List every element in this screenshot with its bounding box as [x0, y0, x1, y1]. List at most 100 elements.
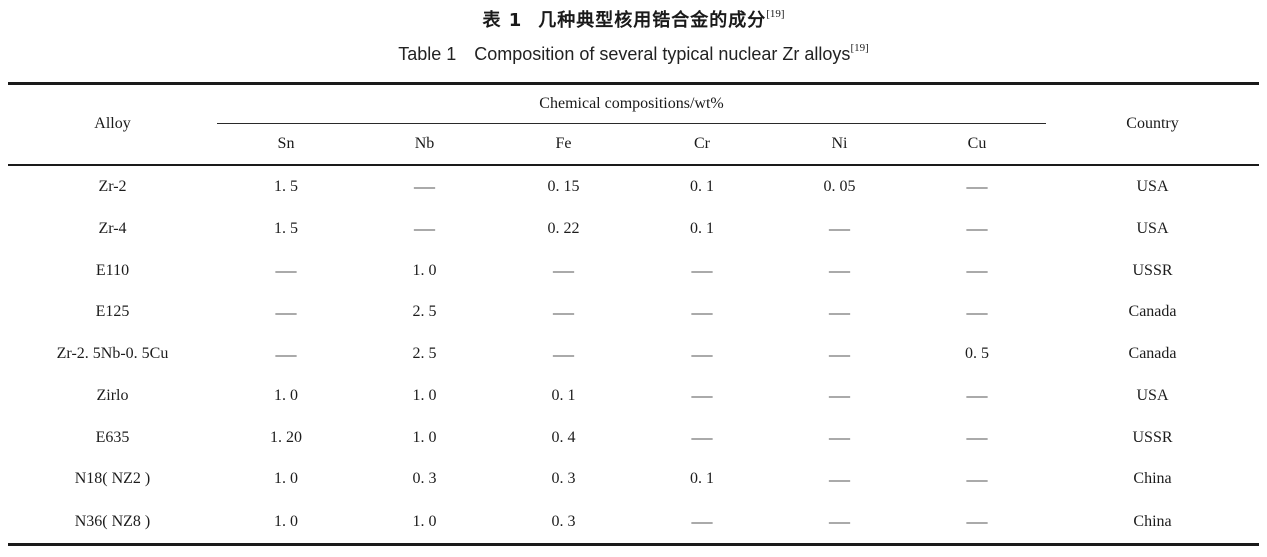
nb-cell: 2. 5	[412, 345, 437, 363]
table-header: Alloy Chemical compositions/wt% Country …	[8, 83, 1260, 166]
cu-cell: —	[966, 174, 988, 199]
column-header-sn: Sn	[217, 123, 355, 166]
alloy-cell: Zr-2	[98, 177, 127, 195]
column-header-fe: Fe	[494, 123, 633, 166]
alloy-cell: Zr-4	[98, 219, 127, 237]
country-cell: USA	[1136, 177, 1169, 195]
country-cell: USA	[1136, 386, 1169, 404]
cr-cell: 0. 1	[690, 177, 714, 195]
alloy-cell: Zr-2. 5Nb-0. 5Cu	[56, 345, 169, 363]
sn-cell: 1. 5	[274, 177, 298, 195]
fe-cell: —	[553, 299, 574, 324]
fe-cell: 0. 22	[547, 219, 580, 237]
fe-cell: 0. 4	[551, 428, 576, 446]
cr-cell: 0. 1	[690, 219, 714, 237]
cu-cell: —	[966, 299, 988, 324]
table-caption-chinese: 表 1 几种典型核用锆合金的成分[19]	[0, 6, 1267, 32]
sn-cell: 1. 0	[274, 512, 298, 530]
ni-cell: —	[829, 341, 850, 366]
nb-cell: 1. 0	[412, 512, 437, 530]
ni-cell: —	[829, 425, 850, 450]
nb-cell: 1. 0	[412, 261, 437, 279]
sn-cell: —	[275, 341, 297, 366]
table-row-n36: N36( NZ8 ) 1. 0 1. 0 0. 3 — — — China	[8, 500, 1259, 544]
column-header-compositions: Chemical compositions/wt%	[217, 83, 1047, 124]
ni-cell: —	[829, 258, 850, 283]
country-cell: Canada	[1128, 303, 1177, 321]
sn-cell: 1. 20	[270, 428, 302, 446]
sn-cell: 1. 5	[274, 219, 298, 237]
column-header-cr: Cr	[633, 123, 771, 166]
country-cell: USA	[1136, 219, 1169, 237]
cr-cell: —	[691, 341, 713, 366]
sn-cell: 1. 0	[274, 470, 298, 488]
table-row-zirlo: Zirlo 1. 0 1. 0 0. 1 — — — USA	[8, 375, 1259, 417]
nb-cell: —	[414, 216, 435, 241]
alloy-cell: N36( NZ8 )	[74, 512, 151, 530]
country-cell: China	[1133, 512, 1172, 530]
table-row-e635: E635 1. 20 1. 0 0. 4 — — — USSR	[8, 417, 1259, 459]
cu-cell: —	[966, 466, 988, 491]
column-header-cu: Cu	[908, 123, 1047, 166]
table-row-zr4: Zr-4 1. 5 — 0. 22 0. 1 — — USA	[8, 208, 1259, 250]
table-title-en: Composition of several typical nuclear Z…	[474, 44, 851, 64]
column-header-ni: Ni	[771, 123, 908, 166]
alloy-cell: N18( NZ2 )	[74, 470, 151, 488]
ni-cell: —	[829, 216, 850, 241]
cr-cell: —	[691, 425, 713, 450]
cr-cell: —	[691, 258, 713, 283]
alloy-cell: E110	[95, 261, 130, 279]
cu-cell: 0. 5	[965, 345, 989, 363]
country-cell: China	[1133, 470, 1172, 488]
alloy-cell: Zirlo	[96, 386, 129, 404]
sn-cell: 1. 0	[274, 386, 298, 404]
table-caption-english: Table 1 Composition of several typical nu…	[0, 42, 1267, 65]
column-header-country: Country	[1046, 83, 1260, 166]
cr-cell: —	[691, 383, 713, 408]
ni-cell: —	[829, 299, 850, 324]
ni-cell: —	[829, 509, 850, 534]
cr-cell: —	[691, 299, 713, 324]
country-cell: Canada	[1128, 345, 1177, 363]
header-row-elements: Sn Nb Fe Cr Ni Cu	[8, 123, 1259, 166]
ni-cell: 0. 05	[823, 177, 856, 195]
table-row-e125: E125 — 2. 5 — — — — Canada	[8, 291, 1259, 333]
table-row-e110: E110 — 1. 0 — — — — USSR	[8, 250, 1259, 292]
fe-cell: 0. 1	[551, 386, 576, 404]
table-row-zr2: Zr-2 1. 5 — 0. 15 0. 1 0. 05 — USA	[8, 165, 1259, 208]
country-cell: USSR	[1132, 428, 1173, 446]
table-row-n18: N18( NZ2 ) 1. 0 0. 3 0. 3 0. 1 — — China	[8, 458, 1259, 500]
nb-cell: 0. 3	[412, 470, 437, 488]
country-cell: USSR	[1132, 261, 1173, 279]
fe-cell: 0. 3	[551, 470, 576, 488]
nb-cell: 1. 0	[412, 428, 437, 446]
alloy-cell: E635	[95, 428, 130, 446]
header-row-group: Alloy Chemical compositions/wt% Country	[8, 83, 1260, 166]
table-body: Zr-2 1. 5 — 0. 15 0. 1 0. 05 — USA Zr-4 …	[8, 165, 1259, 545]
nb-cell: —	[414, 174, 435, 199]
ni-cell: —	[829, 383, 850, 408]
sn-cell: —	[275, 258, 297, 283]
cu-cell: —	[966, 258, 988, 283]
table-row-zr25nb05cu: Zr-2. 5Nb-0. 5Cu — 2. 5 — — — 0. 5 Canad…	[8, 333, 1259, 375]
ni-cell: —	[829, 466, 850, 491]
table-number-cn: 表 1	[482, 10, 523, 31]
citation-ref-cn: [19]	[766, 8, 785, 20]
cu-cell: —	[966, 509, 988, 534]
alloy-cell: E125	[95, 303, 130, 321]
fe-cell: —	[553, 341, 574, 366]
nb-cell: 1. 0	[412, 386, 437, 404]
fe-cell: 0. 3	[551, 512, 576, 530]
composition-table: Alloy Chemical compositions/wt% Country …	[8, 82, 1260, 546]
nb-cell: 2. 5	[412, 303, 437, 321]
citation-ref-en: [19]	[850, 42, 869, 54]
cu-cell: —	[966, 383, 988, 408]
fe-cell: —	[553, 258, 574, 283]
cu-cell: —	[966, 425, 988, 450]
table-number-en: Table 1	[398, 44, 457, 64]
cr-cell: —	[691, 509, 713, 534]
fe-cell: 0. 15	[547, 177, 580, 195]
cu-cell: —	[966, 216, 988, 241]
sn-cell: —	[275, 299, 297, 324]
